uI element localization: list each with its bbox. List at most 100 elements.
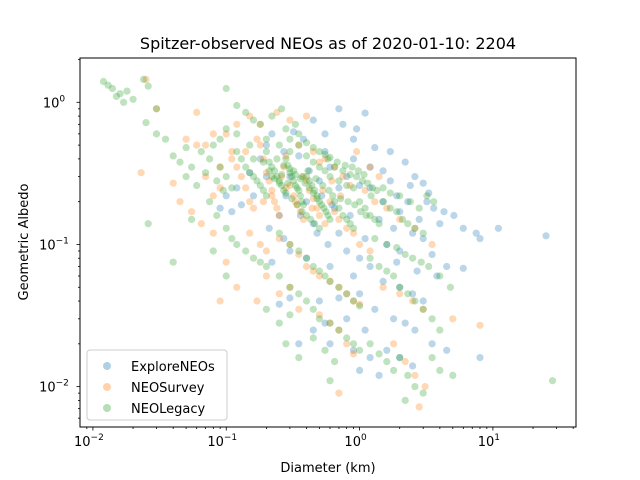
point: [425, 189, 433, 197]
point: [307, 215, 315, 223]
point: [265, 158, 273, 166]
point: [273, 155, 281, 163]
point: [295, 141, 303, 149]
point: [311, 220, 319, 228]
point: [349, 272, 358, 280]
point: [270, 198, 279, 206]
point: [366, 254, 374, 262]
point: [409, 297, 417, 305]
point: [268, 163, 276, 171]
point: [315, 163, 323, 171]
point: [144, 220, 152, 228]
point: [315, 297, 323, 305]
point: [298, 173, 306, 181]
point: [322, 208, 330, 216]
point: [390, 272, 398, 280]
point: [335, 283, 343, 291]
point: [286, 294, 294, 302]
point: [309, 262, 317, 271]
point: [401, 250, 409, 259]
point: [275, 229, 283, 237]
point: [415, 204, 423, 212]
point: [233, 283, 241, 291]
point: [295, 290, 303, 298]
point: [246, 229, 254, 237]
point: [337, 195, 345, 203]
point: [275, 300, 283, 308]
point: [419, 389, 427, 397]
point: [349, 184, 358, 192]
point: [284, 161, 292, 169]
point: [339, 120, 347, 128]
point: [290, 167, 298, 175]
point: [386, 189, 394, 197]
point: [222, 125, 230, 133]
point: [476, 354, 484, 362]
point: [142, 75, 150, 83]
point: [249, 254, 258, 262]
point: [371, 215, 379, 223]
point: [356, 254, 364, 262]
point: [419, 229, 427, 237]
point: [246, 169, 254, 177]
point: [309, 144, 317, 152]
point: [349, 229, 358, 237]
point: [396, 354, 404, 362]
x-tick-exponent: −2: [91, 433, 104, 443]
point: [459, 224, 467, 232]
point: [326, 340, 334, 348]
point: [396, 208, 404, 216]
point: [313, 192, 321, 200]
point: [356, 290, 364, 298]
point: [222, 224, 230, 232]
point: [222, 192, 230, 200]
point: [423, 192, 431, 200]
point: [305, 167, 313, 175]
point: [324, 155, 332, 163]
point: [404, 198, 412, 206]
point: [286, 148, 294, 156]
point: [182, 135, 190, 143]
point: [406, 181, 414, 190]
point: [315, 267, 323, 275]
point: [265, 177, 273, 185]
point: [329, 192, 337, 200]
point: [548, 377, 557, 385]
point: [318, 192, 326, 200]
point: [253, 297, 261, 305]
point: [326, 215, 334, 223]
point: [290, 128, 298, 136]
point: [209, 229, 217, 237]
point: [318, 201, 326, 209]
point: [321, 155, 329, 163]
point: [275, 319, 283, 327]
point: [302, 152, 311, 160]
point: [358, 177, 366, 185]
point: [275, 211, 283, 220]
point: [326, 319, 334, 327]
point: [129, 95, 137, 103]
point: [406, 198, 414, 206]
point: [393, 208, 401, 216]
point: [379, 198, 387, 206]
point: [253, 177, 261, 185]
point: [288, 195, 296, 203]
point: [313, 204, 321, 212]
point: [296, 192, 304, 200]
point: [222, 84, 230, 93]
point: [326, 198, 334, 206]
point: [315, 158, 323, 166]
y-axis-label: Geometric Albedo: [17, 183, 32, 300]
point: [302, 112, 311, 120]
point: [280, 235, 288, 243]
point: [335, 229, 343, 237]
point: [404, 371, 412, 379]
point: [249, 204, 258, 212]
point: [315, 224, 323, 232]
point: [209, 192, 217, 200]
point: [413, 267, 421, 275]
point: [282, 340, 290, 348]
point: [326, 173, 334, 181]
point: [366, 184, 374, 192]
point: [366, 211, 374, 220]
